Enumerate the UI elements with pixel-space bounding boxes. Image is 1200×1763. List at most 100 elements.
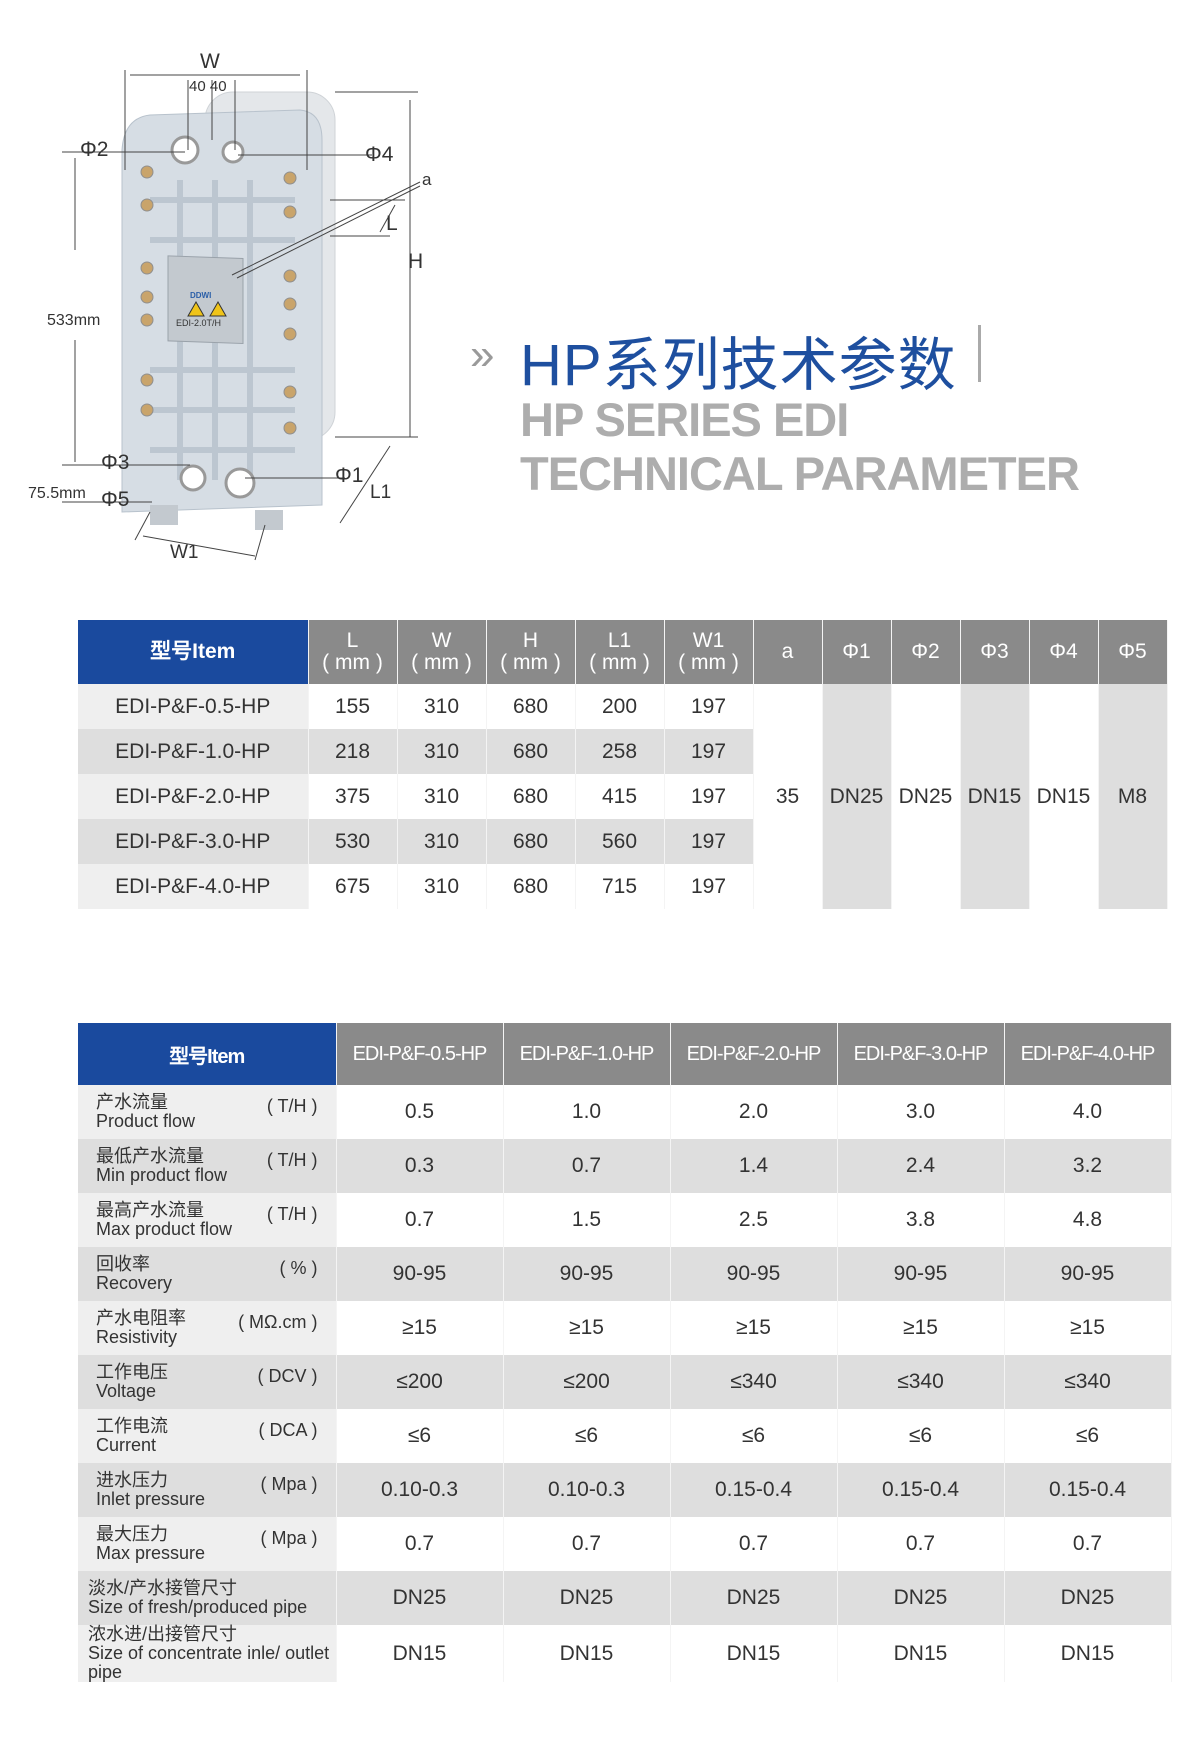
param-name-cn: 工作电压 [96, 1362, 168, 1382]
l1-cell: 415 [575, 774, 665, 819]
value-cell: 4.8 [1004, 1193, 1172, 1247]
header-item: 型号Item [78, 620, 309, 684]
header-unit: ( mm ) [411, 651, 472, 674]
phi2-cell: DN25 [891, 684, 961, 909]
param-name-cn: 工作电流 [96, 1416, 168, 1436]
dim-label-phi3: Φ3 [101, 451, 130, 474]
param-name-cn: 回收率 [96, 1254, 150, 1274]
table-row: EDI-P&F-1.0-HP 218 310 680 258 197 [78, 729, 1167, 774]
dim-label-75-5mm: 75.5mm [28, 485, 86, 502]
w1-cell: 197 [664, 684, 754, 729]
dim-label-phi2: Φ2 [80, 138, 109, 161]
param-unit: ( % ) [279, 1258, 318, 1278]
table-row: EDI-P&F-2.0-HP 375 310 680 415 197 [78, 774, 1167, 819]
l-cell: 218 [308, 729, 398, 774]
value-cell: 0.7 [837, 1517, 1005, 1571]
value-cell: 0.7 [336, 1193, 504, 1247]
value-cell: 0.5 [336, 1085, 504, 1139]
value-cell: 0.15-0.4 [670, 1463, 838, 1517]
table-row: EDI-P&F-0.5-HP 155 310 680 200 197 35 DN… [78, 684, 1168, 909]
value-cell: ≥15 [670, 1301, 838, 1355]
value-cell: 90-95 [336, 1247, 504, 1301]
w1-cell: 197 [664, 729, 754, 774]
spec-table: 型号Item EDI-P&F-0.5-HP EDI-P&F-1.0-HP EDI… [78, 1023, 1172, 1682]
model-cell: EDI-P&F-2.0-HP [78, 774, 309, 819]
value-cell: 0.7 [503, 1517, 671, 1571]
table-row: 最低产水流量 Min product flow ( T/H ) 0.3 0.7 1.4 2.… [78, 1139, 1172, 1193]
header-phi5: Φ5 [1098, 620, 1168, 684]
w-cell: 310 [397, 684, 487, 729]
l-cell: 675 [308, 864, 398, 909]
param-label-cell: 进水压力 Inlet pressure ( Mpa ) [78, 1463, 337, 1517]
header-model: EDI-P&F-4.0-HP [1004, 1023, 1172, 1085]
value-cell: 2.0 [670, 1085, 838, 1139]
param-unit: ( Mpa ) [260, 1528, 318, 1548]
table-row: 最大压力 Max pressure( Mpa ) 0.7 0.7 0.7 0.7 0.7 [78, 1517, 1172, 1571]
param-unit: ( Mpa ) [260, 1474, 318, 1494]
value-cell: ≤6 [837, 1409, 1005, 1463]
table-row: 工作电流 Current( DCA ) ≤6 ≤6 ≤6 ≤6 ≤6 [78, 1409, 1172, 1463]
param-name-cn: 最低产水流量 [96, 1146, 204, 1166]
param-label-cell: 浓水进/出接管尺寸 Size of concentrate inle/ outle… [78, 1625, 337, 1682]
header-w: W( mm ) [397, 620, 487, 684]
value-cell: ≤340 [670, 1355, 838, 1409]
l1-cell: 715 [575, 864, 665, 909]
value-cell: 90-95 [837, 1247, 1005, 1301]
value-cell: ≤6 [503, 1409, 671, 1463]
dim-label-phi1: Φ1 [335, 464, 364, 487]
value-cell: ≤6 [336, 1409, 504, 1463]
header-label: W1 [692, 629, 725, 652]
w1-cell: 197 [664, 819, 754, 864]
value-cell: 90-95 [1004, 1247, 1172, 1301]
param-name-cn: 产水流量 [96, 1092, 168, 1112]
header-phi3: Φ3 [960, 620, 1030, 684]
model-cell: EDI-P&F-3.0-HP [78, 819, 309, 864]
param-name-en: Max pressure [96, 1543, 206, 1563]
header-phi4: Φ4 [1029, 620, 1099, 684]
value-cell: 3.0 [837, 1085, 1005, 1139]
header-label: L1 [607, 629, 632, 652]
page-title-en-line2: TECHNICAL PARAMETER [520, 447, 1080, 500]
table-header-row: 型号Item EDI-P&F-0.5-HP EDI-P&F-1.0-HP EDI… [78, 1023, 1172, 1085]
w-cell: 310 [397, 819, 487, 864]
table-row: 产水电阻率 Resistivity( MΩ.cm ) ≥15 ≥15 ≥15 ≥15 ≥15 [78, 1301, 1172, 1355]
w-cell: 310 [397, 729, 487, 774]
dim-label-phi4: Φ4 [365, 143, 394, 166]
value-cell: ≥15 [1004, 1301, 1172, 1355]
param-name-cn: 最大压力 [96, 1524, 168, 1544]
param-name-cn: 进水压力 [96, 1470, 168, 1490]
title-divider [978, 325, 981, 382]
param-label-cell: 工作电流 Current ( DCA ) [78, 1409, 337, 1463]
param-name-en: Product flow [96, 1111, 196, 1131]
phi4-cell: DN15 [1029, 684, 1099, 909]
header-item: 型号Item [78, 1023, 337, 1085]
edi-module-illustration [62, 70, 421, 561]
dim-label-h: H [408, 250, 424, 273]
dim-label-phi5: Φ5 [101, 488, 130, 511]
param-unit: ( MΩ.cm ) [238, 1312, 318, 1332]
header-unit: ( mm ) [678, 651, 739, 674]
table-row: 淡水/产水接管尺寸 Size of fresh/produced pipe DN25… [78, 1571, 1172, 1625]
value-cell: DN25 [503, 1571, 671, 1625]
header-h: H( mm ) [486, 620, 576, 684]
h-cell: 680 [486, 729, 576, 774]
w-cell: 310 [397, 864, 487, 909]
header-label: H [522, 629, 539, 652]
phi3-cell: DN15 [960, 684, 1030, 909]
header-unit: ( mm ) [589, 651, 650, 674]
param-name-en: Size of fresh/produced pipe [88, 1597, 308, 1617]
dim-label-l: L [386, 212, 398, 235]
header-w1: W1( mm ) [664, 620, 754, 684]
l-cell: 155 [308, 684, 398, 729]
value-cell: 0.3 [336, 1139, 504, 1193]
value-cell: ≤6 [1004, 1409, 1172, 1463]
value-cell: ≤340 [1004, 1355, 1172, 1409]
value-cell: 0.15-0.4 [837, 1463, 1005, 1517]
plate-model-label: EDI-2.0T/H [176, 318, 222, 328]
header-l1: L1( mm ) [575, 620, 665, 684]
value-cell: 0.10-0.3 [503, 1463, 671, 1517]
value-cell: 2.4 [837, 1139, 1005, 1193]
table-row: EDI-P&F-3.0-HP 530 310 680 560 197 [78, 819, 1167, 864]
param-label-cell: 回收率 Recovery ( % ) [78, 1247, 337, 1301]
dimensions-table: 型号Item L( mm ) W( mm ) H( mm ) L1( mm ) … [78, 620, 1168, 909]
